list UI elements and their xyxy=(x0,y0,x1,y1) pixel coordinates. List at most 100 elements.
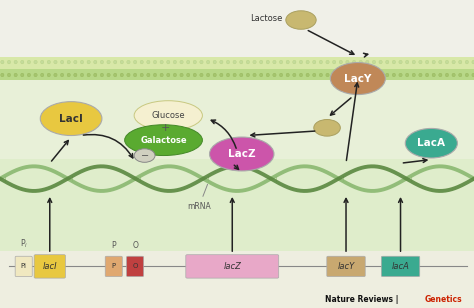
Ellipse shape xyxy=(27,73,30,77)
Ellipse shape xyxy=(127,60,130,64)
Ellipse shape xyxy=(405,73,409,77)
Ellipse shape xyxy=(438,73,442,77)
Ellipse shape xyxy=(1,60,4,64)
Ellipse shape xyxy=(100,73,103,77)
FancyBboxPatch shape xyxy=(381,256,419,277)
FancyBboxPatch shape xyxy=(186,255,279,278)
Ellipse shape xyxy=(306,60,309,64)
Ellipse shape xyxy=(419,73,422,77)
Ellipse shape xyxy=(140,73,143,77)
Ellipse shape xyxy=(239,73,243,77)
Ellipse shape xyxy=(80,73,83,77)
Ellipse shape xyxy=(200,60,203,64)
Ellipse shape xyxy=(34,60,37,64)
Ellipse shape xyxy=(233,60,236,64)
Ellipse shape xyxy=(160,73,163,77)
Ellipse shape xyxy=(352,60,356,64)
Text: Glucose: Glucose xyxy=(152,111,185,120)
Ellipse shape xyxy=(100,60,103,64)
Ellipse shape xyxy=(73,73,77,77)
Ellipse shape xyxy=(346,60,349,64)
Text: Galactose: Galactose xyxy=(140,136,187,145)
Ellipse shape xyxy=(332,73,336,77)
Ellipse shape xyxy=(379,73,382,77)
Ellipse shape xyxy=(41,73,44,77)
Ellipse shape xyxy=(93,73,97,77)
Ellipse shape xyxy=(219,60,223,64)
Ellipse shape xyxy=(432,73,435,77)
Ellipse shape xyxy=(346,73,349,77)
Text: LacY: LacY xyxy=(344,74,372,83)
Text: LacA: LacA xyxy=(417,138,446,148)
Text: lacZ: lacZ xyxy=(223,262,241,271)
Ellipse shape xyxy=(133,60,137,64)
Text: mRNA: mRNA xyxy=(187,184,211,211)
Ellipse shape xyxy=(266,73,269,77)
Ellipse shape xyxy=(193,73,196,77)
Ellipse shape xyxy=(206,60,210,64)
Text: P$_i$: P$_i$ xyxy=(19,237,28,250)
Ellipse shape xyxy=(47,73,50,77)
Text: +: + xyxy=(161,123,171,133)
Ellipse shape xyxy=(213,60,216,64)
Ellipse shape xyxy=(392,73,395,77)
FancyBboxPatch shape xyxy=(327,256,365,277)
Ellipse shape xyxy=(246,73,249,77)
Text: Nature Reviews |: Nature Reviews | xyxy=(325,295,398,304)
Ellipse shape xyxy=(385,60,389,64)
Ellipse shape xyxy=(107,73,110,77)
Ellipse shape xyxy=(87,73,90,77)
Ellipse shape xyxy=(21,73,24,77)
Ellipse shape xyxy=(227,60,229,64)
Ellipse shape xyxy=(27,60,30,64)
Ellipse shape xyxy=(292,73,296,77)
Ellipse shape xyxy=(160,60,163,64)
Text: P: P xyxy=(112,263,116,270)
Ellipse shape xyxy=(206,73,210,77)
Ellipse shape xyxy=(412,73,415,77)
Ellipse shape xyxy=(359,60,362,64)
Ellipse shape xyxy=(41,60,44,64)
Text: Lactose: Lactose xyxy=(250,14,282,23)
Ellipse shape xyxy=(146,60,150,64)
Ellipse shape xyxy=(200,73,203,77)
FancyBboxPatch shape xyxy=(105,256,122,277)
Ellipse shape xyxy=(120,73,123,77)
Ellipse shape xyxy=(373,73,375,77)
Bar xyxy=(0,57,474,69)
Ellipse shape xyxy=(326,60,329,64)
Ellipse shape xyxy=(67,60,70,64)
Ellipse shape xyxy=(359,73,362,77)
Ellipse shape xyxy=(153,60,156,64)
Ellipse shape xyxy=(213,73,216,77)
Ellipse shape xyxy=(332,60,336,64)
Bar xyxy=(0,60,474,251)
Ellipse shape xyxy=(330,63,385,95)
Ellipse shape xyxy=(47,60,50,64)
Ellipse shape xyxy=(210,137,274,171)
Ellipse shape xyxy=(445,60,448,64)
Ellipse shape xyxy=(239,60,243,64)
Ellipse shape xyxy=(87,60,90,64)
Text: LacI: LacI xyxy=(59,114,83,124)
Ellipse shape xyxy=(279,73,283,77)
Ellipse shape xyxy=(259,60,263,64)
Ellipse shape xyxy=(219,73,223,77)
Bar xyxy=(0,159,474,251)
Ellipse shape xyxy=(253,73,256,77)
Ellipse shape xyxy=(227,73,229,77)
Ellipse shape xyxy=(314,120,340,136)
Ellipse shape xyxy=(107,60,110,64)
Ellipse shape xyxy=(246,60,249,64)
Ellipse shape xyxy=(286,60,289,64)
Ellipse shape xyxy=(173,60,176,64)
Ellipse shape xyxy=(312,60,316,64)
Text: O: O xyxy=(132,263,138,270)
Ellipse shape xyxy=(61,60,64,64)
Ellipse shape xyxy=(379,60,382,64)
Ellipse shape xyxy=(34,73,37,77)
Ellipse shape xyxy=(385,73,389,77)
Ellipse shape xyxy=(113,73,117,77)
Text: Genetics: Genetics xyxy=(424,295,462,304)
Ellipse shape xyxy=(425,73,428,77)
